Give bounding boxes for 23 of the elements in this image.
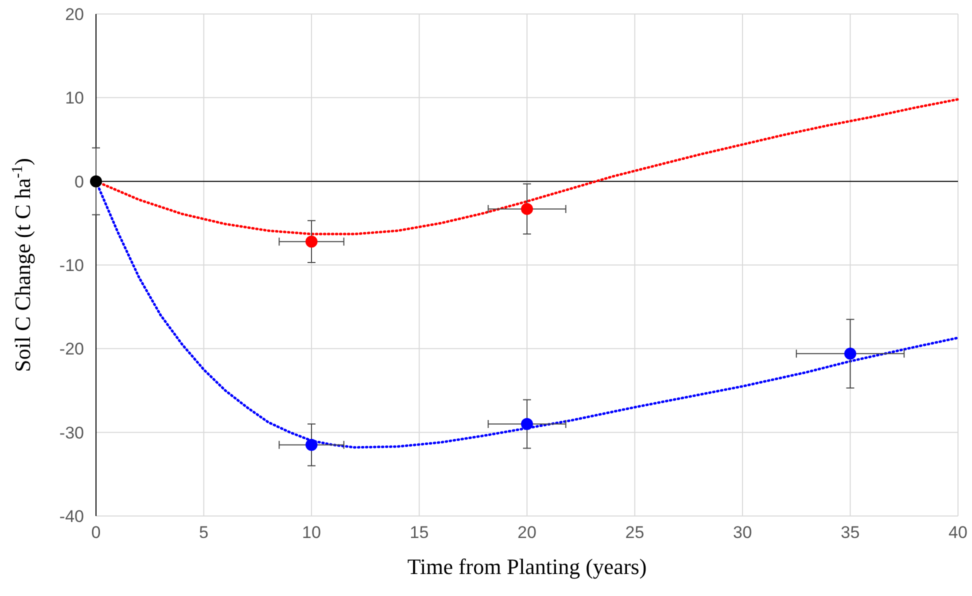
point xyxy=(844,348,856,360)
point xyxy=(306,236,318,248)
y-tick-label: -10 xyxy=(59,256,84,275)
x-tick-label: 0 xyxy=(91,523,101,542)
x-tick-label: 20 xyxy=(518,523,536,542)
x-tick-label: 10 xyxy=(302,523,321,542)
y-tick-label: -20 xyxy=(59,340,84,359)
x-tick-label: 35 xyxy=(840,523,860,542)
x-tick-label: 25 xyxy=(625,523,644,542)
y-tick-label: -30 xyxy=(59,423,84,442)
y-tick-label: 20 xyxy=(65,5,84,24)
point xyxy=(90,175,102,188)
point xyxy=(521,202,533,215)
x-tick-label: 40 xyxy=(948,523,968,542)
point xyxy=(521,418,533,430)
y-tick-label: 10 xyxy=(65,88,84,108)
x-tick-label: 30 xyxy=(733,523,752,542)
x-tick-label: 15 xyxy=(410,523,429,542)
x-tick-label: 5 xyxy=(199,523,208,542)
point xyxy=(306,438,318,451)
y-tick-label: -40 xyxy=(59,507,84,526)
y-tick-label: 0 xyxy=(74,172,84,192)
x-axis-title: Time from Planting (years) xyxy=(407,554,647,579)
